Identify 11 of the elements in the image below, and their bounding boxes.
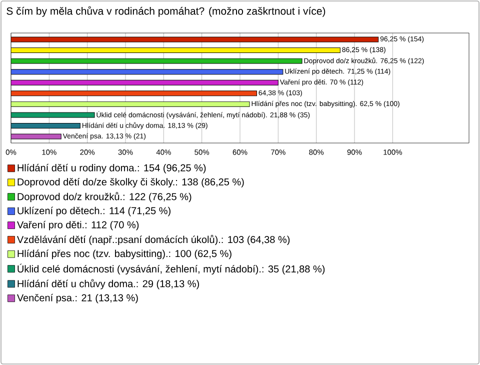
- legend-label: Doprovod do/z kroužků.: 122 (76,25 %): [18, 192, 192, 202]
- legend-label: Hlídání dětí u chůvy doma.: 29 (18,13 %): [18, 279, 199, 290]
- chart-title: S čím by měla chůva v rodinách pomáhat? (možno zaškrtnout i více): [6, 6, 326, 17]
- legend-label: Vzdělávání dětí (např.:psaní domácích úkolů).: 103 (64,38 %): [16, 234, 290, 246]
- legend-label: Venčení psa.: 21 (13,13 %): [16, 294, 138, 304]
- legend-label: Hlídání dětí u rodiny doma.: 154 (96,25 %): [18, 164, 206, 174]
- legend-label: Vaření pro děti.: 112 (70 %): [16, 220, 139, 230]
- legend-label: Uklízení po dětech.: 114 (71,25 %): [18, 206, 170, 216]
- legend-label: Doprovod dětí do/ze školky či školy.: 138 (86,25 %): [18, 178, 244, 188]
- legend-label: Hlídání přes noc (tzv. babysitting).: 100 (62,5 %): [18, 250, 232, 260]
- legend-label: Úklid celé domácnosti (vysávání, žehlení, mytí nádobí).: 35 (21,88 %): [18, 264, 325, 274]
